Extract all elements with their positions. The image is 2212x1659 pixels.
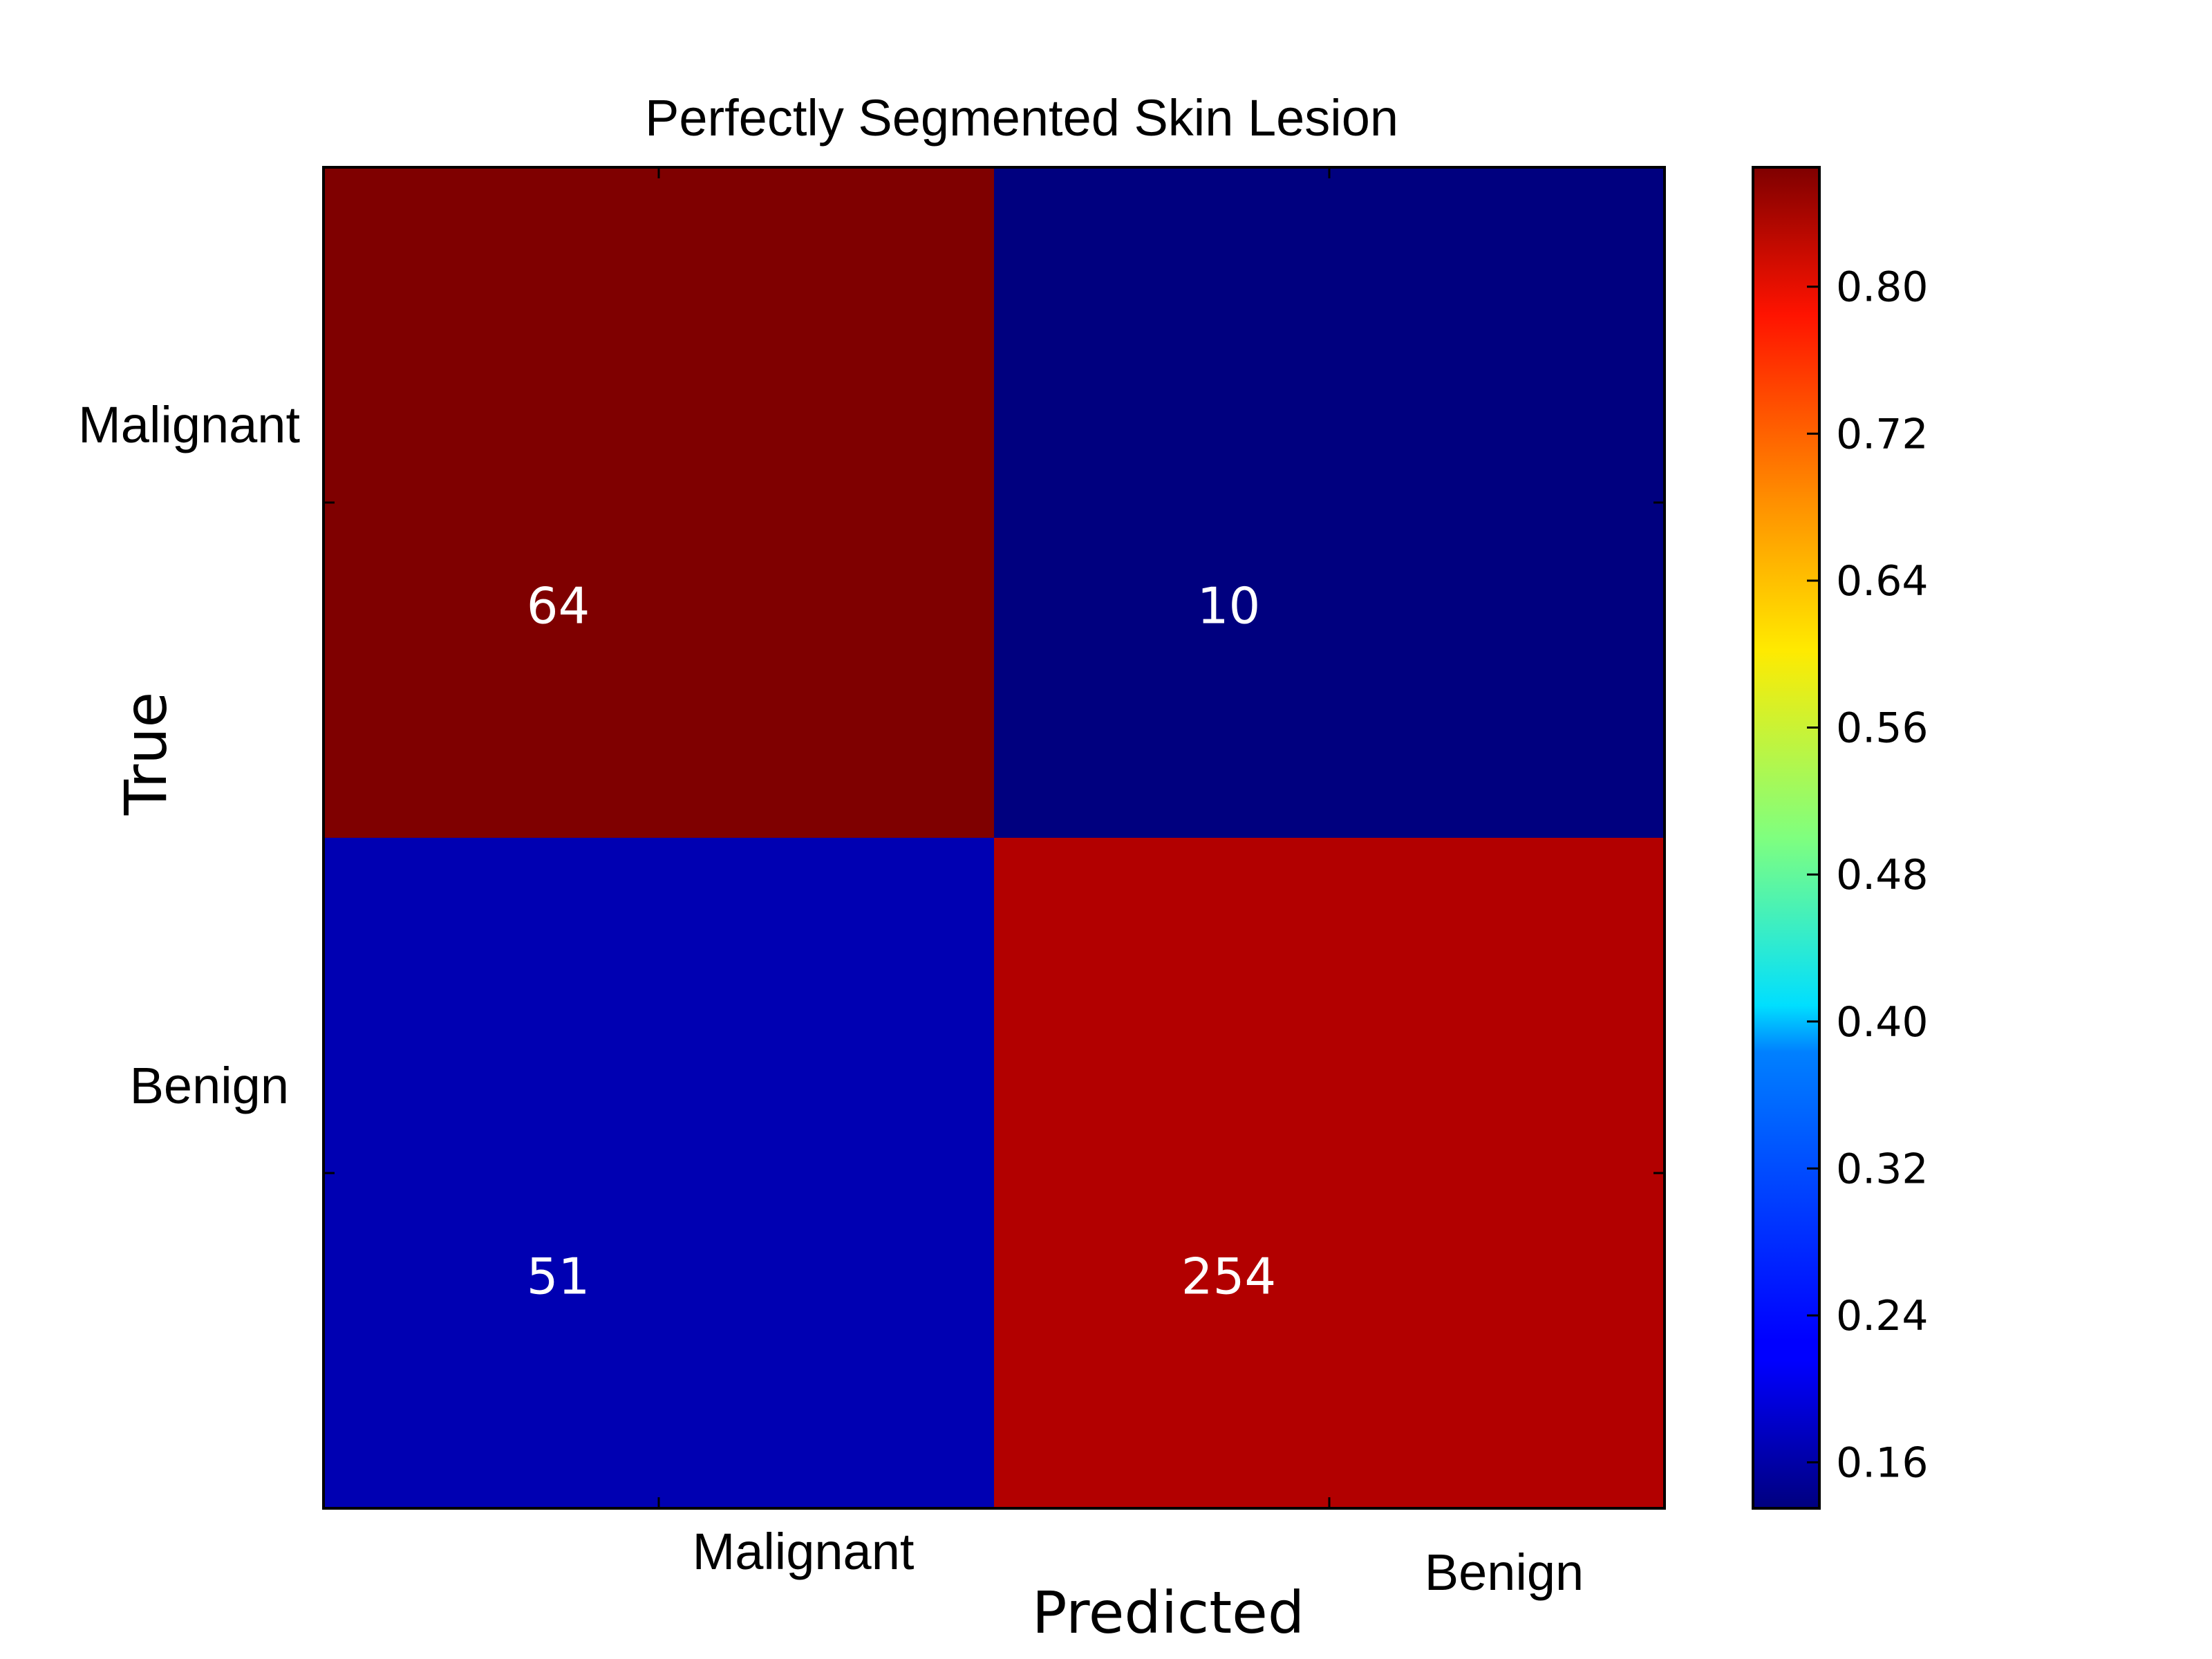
cell-value-label: 254 xyxy=(1181,1248,1276,1306)
colorbar xyxy=(1752,166,1821,1510)
colorbar-tick-label: 0.72 xyxy=(1836,410,1929,458)
y-tick-label: Benign xyxy=(130,1057,289,1114)
colorbar-tick-label: 0.24 xyxy=(1836,1292,1929,1340)
colorbar-ticks: 0.16 0.24 0.32 0.40 0.48 0.56 0.64 0.72 0.80 xyxy=(1807,263,1929,1488)
x-tick-label: Malignant xyxy=(693,1523,915,1580)
heatmap-cell xyxy=(324,838,995,1509)
cell-value-label: 51 xyxy=(527,1248,590,1306)
axis-tick-labels: Malignant Benign Malignant Benign xyxy=(78,396,1584,1601)
colorbar-tick-label: 0.56 xyxy=(1836,704,1929,753)
plot-frame xyxy=(322,166,1666,1510)
colorbar-tick-label: 0.40 xyxy=(1836,998,1929,1047)
colorbar-tick-label: 0.64 xyxy=(1836,557,1929,606)
chart-title: Perfectly Segmented Skin Lesion xyxy=(645,89,1398,147)
heatmap-cell xyxy=(324,167,995,838)
cell-value-label: 10 xyxy=(1197,577,1261,635)
cell-value-label: 64 xyxy=(527,577,590,635)
heatmap-cell-labels: 64 10 51 254 xyxy=(527,577,1277,1306)
colorbar-tick-label: 0.48 xyxy=(1836,851,1929,899)
colorbar-tick-label: 0.16 xyxy=(1836,1439,1929,1488)
x-axis-label: Predicted xyxy=(1032,1579,1304,1647)
x-tick-label: Benign xyxy=(1425,1544,1584,1601)
colorbar-tick-label: 0.32 xyxy=(1836,1145,1929,1193)
heatmap-cells xyxy=(324,167,1665,1509)
heatmap-cell xyxy=(994,838,1665,1509)
colorbar-tick-label: 0.80 xyxy=(1836,263,1929,312)
heatmap-cell xyxy=(994,167,1665,838)
y-axis-label: True xyxy=(112,692,180,816)
y-tick-label: Malignant xyxy=(78,396,300,453)
axis-ticks xyxy=(324,167,1665,1508)
